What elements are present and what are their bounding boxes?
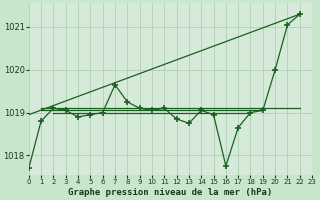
X-axis label: Graphe pression niveau de la mer (hPa): Graphe pression niveau de la mer (hPa) — [68, 188, 273, 197]
